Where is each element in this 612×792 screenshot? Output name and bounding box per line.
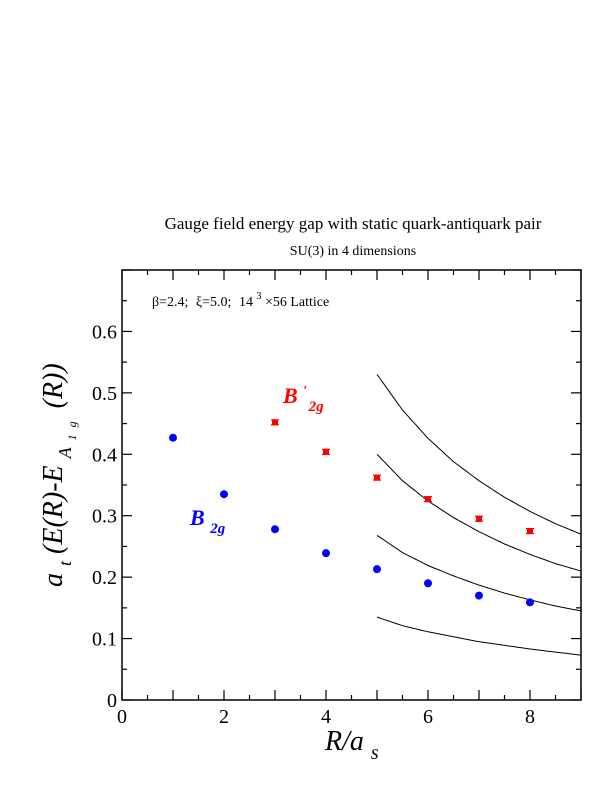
reference-curve: [376, 374, 582, 535]
data-point-b2g: [424, 579, 432, 588]
data-point-b2g: [526, 598, 534, 607]
data-points: [169, 419, 534, 607]
data-point-b2g-prime: [272, 419, 278, 426]
data-point-b2g-prime: [527, 528, 533, 535]
chart-subtitle: SU(3) in 4 dimensions: [290, 244, 416, 259]
y-tick-label: 0.4: [92, 444, 117, 466]
y-tick-label: 0: [107, 690, 117, 712]
x-tick-label: 8: [525, 706, 535, 728]
data-point-b2g: [271, 525, 279, 534]
data-point-b2g: [220, 490, 228, 499]
y-tick-label: 0.2: [92, 567, 117, 589]
data-point-b2g: [322, 549, 330, 558]
data-point-b2g: [475, 591, 483, 600]
plot-frame: [121, 269, 582, 701]
x-tick-label: 2: [219, 706, 229, 728]
beta-value: β=2.4;: [152, 295, 188, 310]
y-tick-label: 0.5: [92, 383, 117, 405]
x-axis-label: R/a s: [324, 726, 379, 764]
simulation-parameters: β=2.4; ξ=5.0; 14 3 ×56 Lattice: [152, 288, 329, 310]
y-axis-label: a t (E(R)-E A 1 g (R)): [38, 363, 83, 587]
xi-value: ξ=5.0;: [196, 295, 232, 310]
lattice-exponent: 3: [256, 291, 261, 302]
x-tick-label: 6: [423, 706, 433, 728]
y-tick-label: 0.3: [92, 506, 117, 528]
data-point-b2g-prime: [425, 496, 431, 503]
axis-ticks: 0 2 4 6 8 0 0.1 0.2 0.3 0.4 0.5 0.6: [92, 269, 582, 728]
series-label-b2g-prime: B ′ 2g: [282, 375, 324, 415]
reference-curve: [376, 534, 582, 612]
data-point-b2g-prime: [323, 448, 329, 455]
y-tick-label: 0.6: [92, 321, 117, 343]
reference-curve: [376, 453, 582, 572]
reference-curves: [376, 374, 582, 656]
reference-curve: [376, 616, 582, 656]
lattice-rest: ×56 Lattice: [265, 295, 329, 310]
data-point-b2g-prime: [374, 474, 380, 481]
x-tick-label: 4: [321, 706, 331, 728]
data-point-b2g: [373, 565, 381, 574]
x-tick-label: 0: [117, 706, 127, 728]
y-tick-label: 0.1: [92, 629, 117, 651]
chart-title: Gauge field energy gap with static quark…: [165, 214, 542, 233]
data-point-b2g-prime: [476, 515, 482, 522]
series-label-b2g: B 2g: [189, 505, 226, 537]
data-point-b2g: [169, 433, 177, 442]
lattice-base: 14: [239, 295, 253, 310]
